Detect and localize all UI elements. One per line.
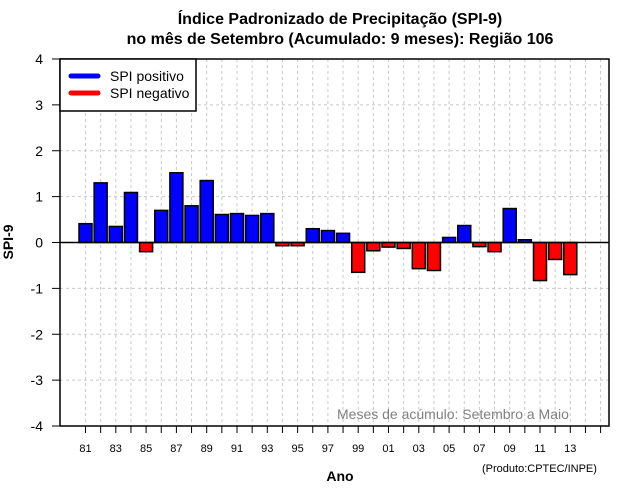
y-tick-label: -1 xyxy=(31,280,44,296)
accumulation-annotation: Meses de acúmulo: Setembro a Maio xyxy=(337,406,569,422)
bar-2004 xyxy=(426,241,442,272)
y-ticks: 4 3 2 1 0 -1 -2 -3 -4 xyxy=(31,51,60,434)
x-ticks: 81 83 85 87 89 91 93 95 97 99 01 03 05 07 09 11 13 xyxy=(79,426,602,455)
chart-title: Índice Padronizado de Precipitação (SPI-… xyxy=(178,9,503,28)
bar-2012 xyxy=(547,241,563,261)
y-axis-label: SPI-9 xyxy=(0,224,16,259)
bar-1990 xyxy=(214,213,230,244)
bar-1984 xyxy=(123,191,139,244)
legend-label-positive: SPI positivo xyxy=(110,68,184,84)
x-tick-label: 13 xyxy=(564,443,576,455)
x-tick-label: 93 xyxy=(261,443,273,455)
bar-1999 xyxy=(350,241,366,274)
y-tick-label: 3 xyxy=(35,97,43,113)
bar-2005 xyxy=(441,236,457,244)
bar-2011 xyxy=(532,241,548,282)
y-tick-label: 2 xyxy=(35,143,43,159)
x-axis-label: Ano xyxy=(326,468,353,484)
x-tick-label: 83 xyxy=(110,443,122,455)
bar-1996 xyxy=(305,227,320,244)
bar-1997 xyxy=(320,229,336,244)
bar-1981 xyxy=(78,222,93,244)
x-tick-label: 01 xyxy=(382,443,394,455)
legend-label-negative: SPI negativo xyxy=(110,85,190,101)
legend: SPI positivo SPI negativo xyxy=(59,58,197,112)
x-tick-label: 05 xyxy=(443,443,455,455)
product-credit: (Produto:CPTEC/INPE) xyxy=(482,463,597,475)
x-tick-label: 81 xyxy=(79,443,91,455)
y-tick-label: -4 xyxy=(31,418,44,434)
y-tick-label: 0 xyxy=(35,235,43,251)
x-tick-label: 03 xyxy=(413,443,425,455)
bar-2009 xyxy=(502,207,517,244)
y-tick-label: 4 xyxy=(35,51,43,67)
bar-1987 xyxy=(169,172,184,244)
x-tick-label: 09 xyxy=(504,443,516,455)
bar-2008 xyxy=(487,241,502,253)
x-tick-label: 95 xyxy=(291,443,303,455)
x-tick-label: 11 xyxy=(534,443,545,455)
y-tick-label: -3 xyxy=(31,372,44,388)
x-tick-label: 85 xyxy=(140,443,152,455)
bar-2000 xyxy=(366,241,381,252)
bar-2003 xyxy=(411,241,427,270)
bar-1985 xyxy=(138,241,154,253)
bar-1983 xyxy=(108,225,124,244)
axes xyxy=(59,58,610,427)
y-tick-label: -2 xyxy=(31,326,44,342)
x-tick-label: 99 xyxy=(352,443,364,455)
legend-box xyxy=(59,58,197,112)
x-tick-label: 91 xyxy=(231,443,243,455)
bar-2002 xyxy=(396,241,411,250)
bar-1998 xyxy=(335,232,351,244)
bar-1988 xyxy=(184,205,199,244)
x-tick-label: 97 xyxy=(322,443,334,455)
x-tick-label: 87 xyxy=(170,443,182,455)
bar-1986 xyxy=(154,209,169,244)
chart-subtitle: no mês de Setembro (Acumulado: 9 meses):… xyxy=(127,31,554,48)
bar-1992 xyxy=(244,214,260,244)
bar-1982 xyxy=(93,182,108,244)
x-tick-label: 89 xyxy=(201,443,213,455)
bar-1989 xyxy=(199,179,214,244)
y-tick-label: 1 xyxy=(35,189,43,205)
bar-2006 xyxy=(457,224,472,244)
bar-2013 xyxy=(563,241,578,276)
bar-1991 xyxy=(229,212,245,244)
bar-1993 xyxy=(260,212,275,244)
x-tick-label: 07 xyxy=(473,443,485,455)
